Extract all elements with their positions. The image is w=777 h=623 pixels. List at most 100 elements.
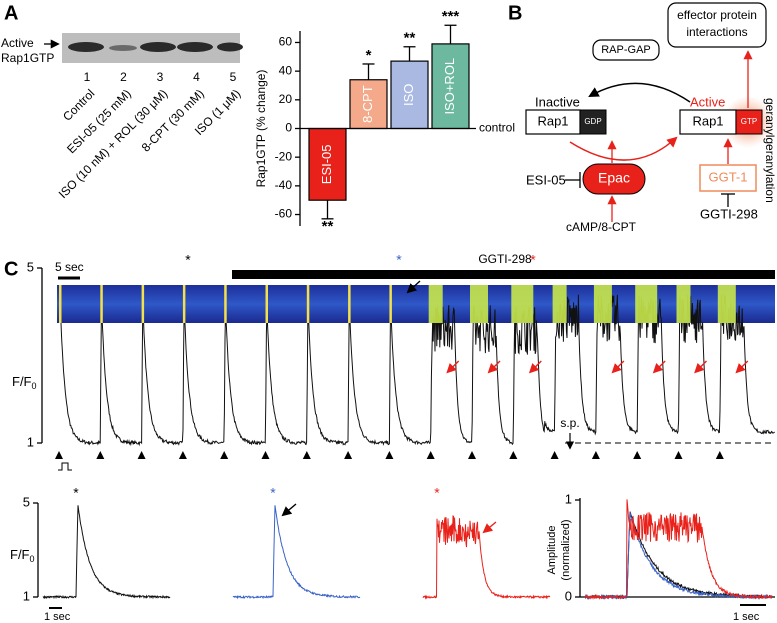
star: *: [434, 485, 440, 501]
arrow: [694, 360, 707, 374]
y-label: F/F0: [12, 374, 37, 391]
scan-stripe: [635, 285, 658, 323]
node-label: GDP: [584, 117, 601, 126]
bar: [349, 79, 388, 130]
bar-label: ISO+ROL: [442, 58, 457, 115]
annotation: s.p.: [560, 416, 579, 430]
trace: [584, 499, 773, 600]
scan-stripe: [182, 285, 186, 323]
stim-marker: [385, 451, 394, 459]
y-tick-label: 5: [23, 494, 30, 509]
drug-label: GGTI-298: [478, 252, 532, 266]
stim-marker: [591, 451, 600, 459]
node-label: interactions: [686, 25, 747, 39]
scan-stripe: [389, 285, 392, 323]
drug-bar: [232, 270, 775, 279]
y-label: Amplitude: [546, 526, 558, 575]
scan-stripe: [511, 285, 534, 323]
node-label: ESI-05: [526, 172, 566, 187]
bar: [390, 60, 429, 130]
arrow: [446, 360, 460, 374]
node-label: Rap1: [537, 113, 568, 128]
stim-marker: [96, 451, 105, 459]
scale-label: 1 sec: [733, 611, 760, 623]
y-label-main: F/F: [12, 374, 32, 389]
trace: [422, 515, 551, 600]
bar: [431, 43, 470, 130]
y-tick-label: 0: [285, 121, 292, 135]
stim-marker: [550, 451, 559, 459]
y-label: (normalized): [560, 519, 572, 580]
node-label: effector protein: [677, 8, 757, 22]
lane-number: 5: [230, 70, 237, 84]
y-label-sub: 0: [32, 381, 37, 391]
stim-marker: [468, 451, 476, 459]
star: *: [73, 485, 79, 501]
arrow: [281, 503, 297, 517]
stim-marker: [261, 451, 270, 459]
node-label: Rap1: [692, 113, 723, 128]
y-tick-label: 60: [279, 35, 293, 49]
panel-label: B: [508, 2, 522, 24]
scan-stripe: [676, 285, 691, 323]
y-label-main: F/F: [10, 547, 30, 562]
blot-bands: [68, 42, 243, 52]
stim-marker: [344, 451, 353, 459]
bar: [308, 127, 347, 201]
scan-stripe: [717, 285, 736, 323]
node-label: Active: [690, 94, 725, 109]
significance: *: [366, 47, 372, 64]
node-label: cAMP/8-CPT: [566, 220, 637, 234]
y-tick-label: 40: [279, 63, 293, 77]
stim-marker: [633, 451, 642, 459]
y-tick-label: 20: [279, 92, 293, 106]
linescan: [57, 285, 775, 323]
bar-label: ESI-05: [319, 144, 334, 184]
stim-marker: [55, 451, 63, 459]
bar-label: 8-CPT: [360, 85, 375, 123]
scale-label: 1 sec: [44, 611, 71, 623]
stim-marker: [220, 451, 229, 459]
y-tick-label: 1: [23, 588, 30, 603]
stim-marker: [137, 451, 146, 459]
scale-label: 5 sec: [55, 260, 84, 274]
lane-number: 2: [120, 70, 127, 84]
arrow: [611, 360, 625, 374]
significance: **: [404, 30, 416, 47]
scan-stripe: [100, 285, 103, 323]
significance: **: [322, 218, 334, 235]
arrow: [482, 521, 497, 534]
scan-stripe: [306, 285, 310, 323]
scan-stripe: [348, 285, 351, 323]
arrow: [528, 360, 542, 374]
y-tick-label: -60: [275, 207, 293, 221]
lane-condition: ESI-05 (25 mM): [64, 86, 134, 156]
scan-stripe: [59, 285, 62, 323]
stim-marker: [715, 451, 724, 459]
y-tick-label: 0: [565, 588, 572, 603]
y-tick-label: -20: [275, 149, 293, 163]
stim-marker: [178, 451, 187, 459]
node-label: geranylgeranylation: [763, 98, 777, 203]
scan-stripe: [470, 285, 488, 323]
baseline-label: control: [479, 121, 515, 135]
arrow: [652, 360, 666, 374]
stim-marker: [674, 451, 683, 459]
arrow: [487, 360, 501, 374]
star: *: [270, 485, 276, 501]
scan-stripe: [552, 285, 567, 323]
scan-stripe: [224, 285, 227, 323]
scan-stripe: [428, 285, 443, 323]
lane-number: 3: [157, 70, 164, 84]
blot-label: Rap1GTP: [1, 51, 54, 65]
y-tick-label: -40: [275, 178, 293, 192]
stim-marker: [426, 451, 435, 459]
stim-marker: [302, 451, 311, 459]
blot-label: Active: [1, 36, 34, 50]
star: *: [185, 252, 191, 268]
star: *: [530, 252, 536, 268]
stim-marker: [509, 451, 518, 459]
node-label: Inactive: [535, 94, 580, 109]
arrow: [735, 360, 749, 374]
